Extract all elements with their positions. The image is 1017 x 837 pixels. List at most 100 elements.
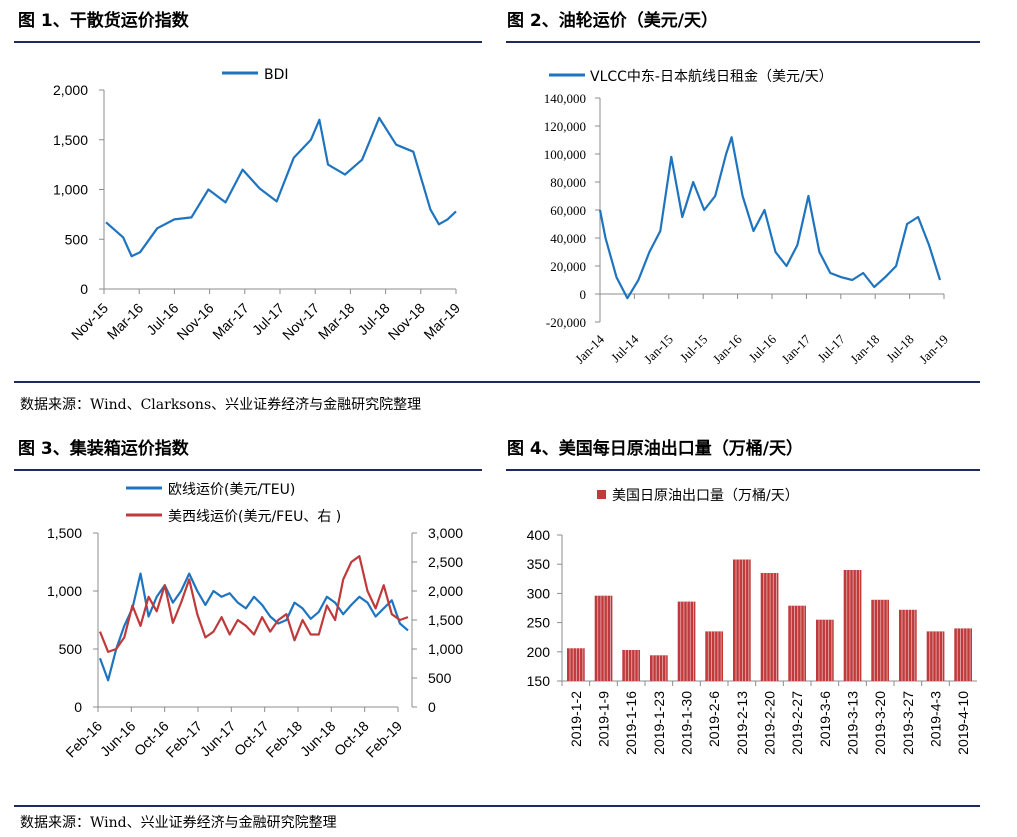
chart3-y-left-tick-label: 0 (74, 699, 82, 715)
series-line-us-west (98, 555, 409, 653)
bar-exports (871, 599, 889, 681)
bar-exports (954, 628, 972, 681)
chart3-x-tick-label: Feb-16 (62, 718, 105, 761)
bar-exports (622, 650, 640, 681)
chart1-y-tick-label: 0 (80, 281, 88, 297)
chart4-x-tick-label: 2019-2-27 (789, 691, 805, 755)
chart4-y-tick-label: 350 (527, 556, 551, 572)
chart1-y-tick-label: 500 (65, 231, 89, 247)
chart2-x-tick-label: Jul-17 (814, 331, 848, 365)
bar-exports (650, 655, 668, 681)
chart2-x-tick-label: Jan-19 (916, 332, 951, 367)
chart3-y-right-tick-label: 0 (428, 699, 436, 715)
bar-exports (816, 619, 834, 681)
bar-exports (733, 559, 751, 681)
mid-rule (14, 381, 980, 383)
chart4-x-tick-label: 2019-1-30 (679, 691, 695, 755)
chart3-x-tick-label: Feb-18 (262, 718, 305, 761)
chart2-x-tick-label: Jul-14 (608, 331, 642, 365)
legend-swatch-exports (597, 490, 606, 499)
chart2-x-tick-label: Jul-16 (746, 331, 780, 365)
chart4-y-tick-label: 300 (527, 585, 551, 601)
chart1-y-tick-label: 2,000 (53, 82, 88, 98)
chart3-y-right-tick-label: 1,000 (428, 641, 463, 657)
top-rule-right (506, 41, 980, 43)
chart2-x-tick-label: Jul-15 (677, 332, 711, 366)
chart1-x-tick-label: Mar-16 (104, 300, 147, 343)
chart1-x-tick-label: Nov-18 (385, 300, 428, 343)
chart2-x-tick-label: Jan-15 (641, 332, 676, 367)
chart2-y-tick-label: -20,000 (546, 315, 586, 330)
chart2-y-tick-label: 60,000 (550, 203, 586, 218)
chart4-x-tick-label: 2019-4-3 (928, 691, 944, 747)
series-line-europe (98, 572, 409, 682)
chart3-x-tick-label: Jun-16 (97, 718, 139, 760)
bar-exports (926, 631, 945, 681)
chart4-x-tick-label: 2019-2-6 (706, 691, 722, 747)
figure-4-title: 图 4、美国每日原油出口量（万桶/天） (507, 439, 803, 459)
bar-exports (760, 573, 779, 681)
legend-label-vlcc: VLCC中东-日本航线日租金（美元/天） (590, 69, 833, 85)
chart4-x-tick-label: 2019-3-27 (900, 691, 916, 755)
chart1-x-tick-label: Mar-17 (209, 300, 252, 343)
figure-1-title: 图 1、干散货运价指数 (18, 11, 189, 31)
chart1-x-tick-label: Nov-17 (279, 300, 322, 343)
chart3-x-tick-label: Jun-18 (297, 718, 339, 760)
chart2-x-tick-label: Jan-16 (710, 331, 745, 366)
chart1-x-tick-label: Nov-15 (68, 300, 111, 343)
chart3-y-right-tick-label: 3,000 (428, 525, 463, 541)
chart4-x-tick-label: 2019-2-13 (734, 691, 750, 755)
figure-3-title: 图 3、集装箱运价指数 (18, 439, 189, 459)
chart2-x-tick-label: Jan-17 (778, 331, 813, 366)
chart3-y-right-tick-label: 1,500 (428, 612, 463, 628)
chart4-x-tick-label: 2019-3-6 (817, 691, 833, 747)
section-rule-left (14, 469, 482, 471)
chart3-y-right-tick-label: 500 (428, 670, 452, 686)
chart4-x-tick-label: 2019-3-20 (872, 691, 888, 755)
chart3-y-left-tick-label: 500 (59, 641, 83, 657)
chart1-x-tick-label: Mar-18 (315, 300, 358, 343)
chart2-y-tick-label: 100,000 (544, 147, 586, 162)
chart2-y-tick-label: 120,000 (544, 119, 586, 134)
chart2-x-tick-label: Jan-18 (847, 332, 882, 367)
chart2-y-tick-label: 20,000 (550, 259, 586, 274)
bar-exports (594, 595, 613, 681)
chart3-y-left-tick-label: 1,000 (47, 583, 82, 599)
chart2-y-tick-label: 140,000 (544, 91, 586, 106)
legend-label-europe: 欧线运价(美元/TEU) (168, 482, 295, 498)
chart3-x-tick-label: Feb-19 (362, 718, 405, 761)
chart4-x-tick-label: 2019-1-23 (651, 691, 667, 755)
chart4-x-tick-label: 2019-3-13 (845, 691, 861, 755)
series-line-vlcc (598, 136, 942, 300)
top-rule-left (14, 41, 482, 43)
bar-exports (677, 601, 696, 681)
bar-exports (705, 631, 723, 681)
chart3-x-tick-label: Feb-17 (162, 718, 205, 761)
chart4-y-tick-label: 250 (527, 615, 551, 631)
legend-label-us-west: 美西线运价(美元/FEU、右 ) (168, 509, 341, 525)
bar-exports (567, 648, 585, 681)
chart3-x-tick-label: Jun-17 (197, 718, 239, 760)
chart2-y-tick-label: 40,000 (550, 231, 586, 246)
chart4-y-tick-label: 400 (527, 527, 551, 543)
chart2-x-tick-label: Jan-14 (572, 331, 607, 366)
chart4-x-tick-label: 2019-2-20 (762, 691, 778, 755)
chart2-y-tick-label: 80,000 (550, 175, 586, 190)
figure-2-title: 图 2、油轮运价（美元/天） (507, 11, 718, 31)
chart4-y-tick-label: 150 (527, 673, 551, 689)
bar-exports (899, 609, 917, 681)
bar-exports (843, 570, 862, 681)
chart3-y-right-tick-label: 2,000 (428, 583, 463, 599)
legend-label-exports: 美国日原油出口量（万桶/天） (612, 488, 799, 504)
chart4-x-tick-label: 2019-1-16 (623, 691, 639, 755)
chart4-y-tick-label: 200 (527, 644, 551, 660)
chart1-y-tick-label: 1,000 (53, 182, 88, 198)
legend-label-bdi: BDI (264, 67, 289, 83)
chart4-x-tick-label: 2019-1-2 (568, 691, 584, 747)
chart2-y-tick-label: 0 (580, 287, 587, 302)
source-note-top: 数据来源：Wind、Clarksons、兴业证券经济与金融研究院整理 (20, 397, 422, 413)
chart3-y-right-tick-label: 2,500 (428, 554, 463, 570)
bottom-rule (14, 805, 980, 807)
bar-exports (788, 605, 806, 681)
